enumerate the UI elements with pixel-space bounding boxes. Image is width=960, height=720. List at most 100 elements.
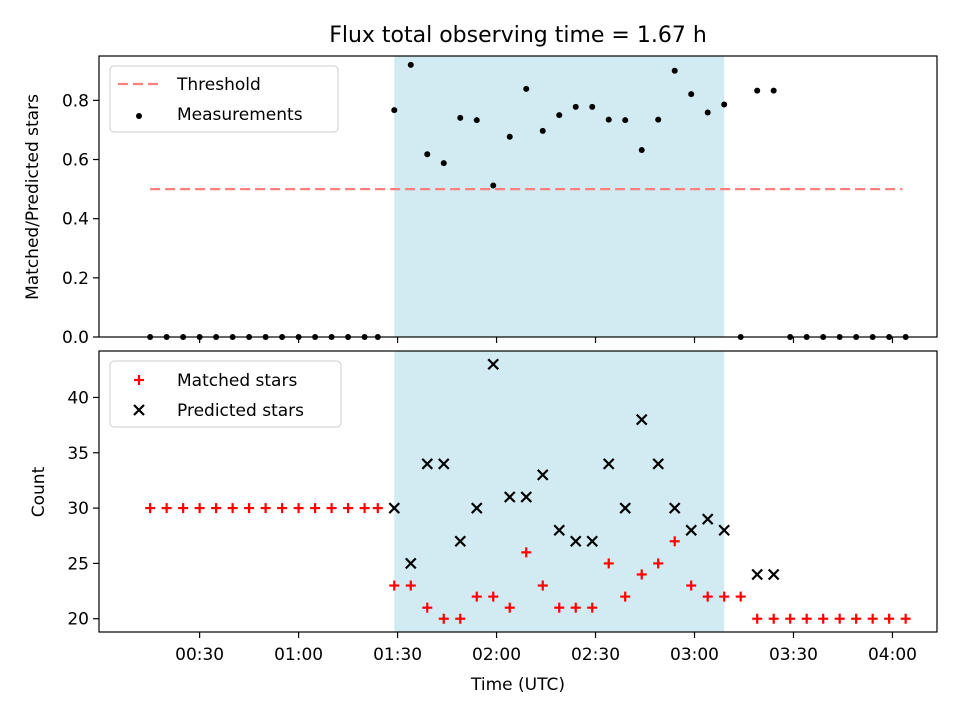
predicted-star-point xyxy=(701,513,714,525)
predicted-star-point xyxy=(437,458,450,470)
measurement-point xyxy=(523,85,530,92)
measurement-point xyxy=(638,147,645,154)
y-tick-label: 0.2 xyxy=(62,269,89,289)
matched-star-point xyxy=(343,503,354,514)
matched-star-point xyxy=(227,503,238,514)
legend-predicted-swatch xyxy=(133,404,145,416)
matched-star-point xyxy=(194,503,205,514)
predicted-star-point xyxy=(619,502,632,514)
legend-measurement-label: Measurements xyxy=(177,105,303,125)
matched-star-point xyxy=(405,580,416,591)
matched-star-point xyxy=(719,591,730,602)
cross-b xyxy=(553,524,566,536)
observing-window xyxy=(394,351,725,632)
matched-star-point xyxy=(669,536,680,547)
y-tick-label: 0.8 xyxy=(62,91,89,111)
top-panel: 0.0 0.2 0.4 0.6 0.8 Threshold Measurements xyxy=(62,55,938,348)
cross-b xyxy=(767,568,780,581)
bottom-y-axis-label: Count xyxy=(29,466,49,517)
predicted-star-point xyxy=(635,413,648,426)
matched-star-point xyxy=(587,602,598,613)
cross-b xyxy=(751,568,763,581)
measurement-point xyxy=(572,103,579,110)
matched-star-point xyxy=(455,613,466,624)
matched-star-point xyxy=(372,503,383,514)
measurement-point xyxy=(704,109,711,116)
observing-window xyxy=(394,56,725,337)
x-axis-label: Time (UTC) xyxy=(470,675,565,695)
legend-matched-swatch xyxy=(134,375,144,385)
matched-star-point xyxy=(145,503,156,514)
measurement-point xyxy=(539,127,546,134)
measurement-point xyxy=(622,117,629,124)
cross-b xyxy=(404,557,417,570)
matched-star-point xyxy=(554,602,565,613)
cross-b xyxy=(635,413,648,426)
matched-star-point xyxy=(818,613,829,624)
measurement-point xyxy=(457,114,464,121)
predicted-star-point xyxy=(520,491,533,503)
measurement-point xyxy=(605,116,612,123)
cross-b xyxy=(586,535,599,548)
cross-b xyxy=(388,502,401,514)
cross-b xyxy=(520,491,533,503)
predicted-star-point xyxy=(421,458,434,470)
predicted-star-point xyxy=(536,469,549,481)
predicted-star-point xyxy=(751,568,763,581)
matched-star-point xyxy=(785,613,796,624)
matched-star-point xyxy=(867,613,878,624)
matched-star-point xyxy=(537,580,548,591)
legend-measurement-swatch xyxy=(136,113,142,119)
measurement-point xyxy=(754,87,761,94)
matched-star-point xyxy=(244,503,255,514)
measurement-point xyxy=(473,117,480,124)
predicted-star-point xyxy=(470,502,483,514)
matched-star-point xyxy=(521,547,532,558)
y-tick-label: 35 xyxy=(67,444,89,464)
y-tick-label: 40 xyxy=(67,388,89,408)
matched-star-point xyxy=(851,613,862,624)
predicted-star-point xyxy=(388,502,401,514)
matched-star-point xyxy=(752,613,763,624)
predicted-star-point xyxy=(668,502,681,514)
predicted-star-point xyxy=(553,524,566,536)
predicted-star-point xyxy=(569,535,582,548)
matched-star-point xyxy=(900,613,911,624)
cross-b xyxy=(437,458,450,470)
y-tick-label: 20 xyxy=(67,610,89,630)
measurement-point xyxy=(407,61,414,68)
predicted-star-point xyxy=(454,535,467,548)
matched-star-point xyxy=(686,580,697,591)
bottom-axes-frame xyxy=(98,350,938,633)
measurement-point xyxy=(770,87,777,94)
matched-star-point xyxy=(389,580,400,591)
x-tick-label: 04:00 xyxy=(868,645,917,665)
top-legend: Threshold Measurements xyxy=(109,65,339,133)
cross-b xyxy=(503,491,516,503)
matched-star-point xyxy=(471,591,482,602)
measurement-point xyxy=(655,116,662,123)
measurement-point xyxy=(688,91,695,98)
bottom-panel: 00:30 01:00 01:30 02:00 02:30 03:00 03:30 04:00… xyxy=(67,350,938,665)
matched-star-point xyxy=(570,602,581,613)
matched-star-point xyxy=(161,503,172,514)
predicted-star-point xyxy=(652,458,664,470)
matched-star-point xyxy=(260,503,271,514)
measurement-point xyxy=(506,133,513,140)
matched-star-point xyxy=(326,503,337,514)
measurement-point xyxy=(671,67,678,74)
predicted-star-point xyxy=(718,524,730,536)
y-tick-label: 30 xyxy=(67,499,89,519)
x-tick-label: 00:30 xyxy=(175,645,224,665)
matched-star-point xyxy=(293,503,304,514)
legend-threshold-label: Threshold xyxy=(176,75,261,95)
matched-star-point xyxy=(438,613,449,624)
measurement-point xyxy=(556,112,563,119)
measurement-point xyxy=(589,103,596,110)
predicted-star-point xyxy=(404,557,417,570)
bottom-legend: Matched stars Predicted stars xyxy=(109,360,342,428)
matched-star-point xyxy=(310,503,321,514)
x-tick-label: 03:00 xyxy=(670,645,719,665)
cross-b xyxy=(421,458,434,470)
y-tick-label: 0.4 xyxy=(62,210,89,230)
